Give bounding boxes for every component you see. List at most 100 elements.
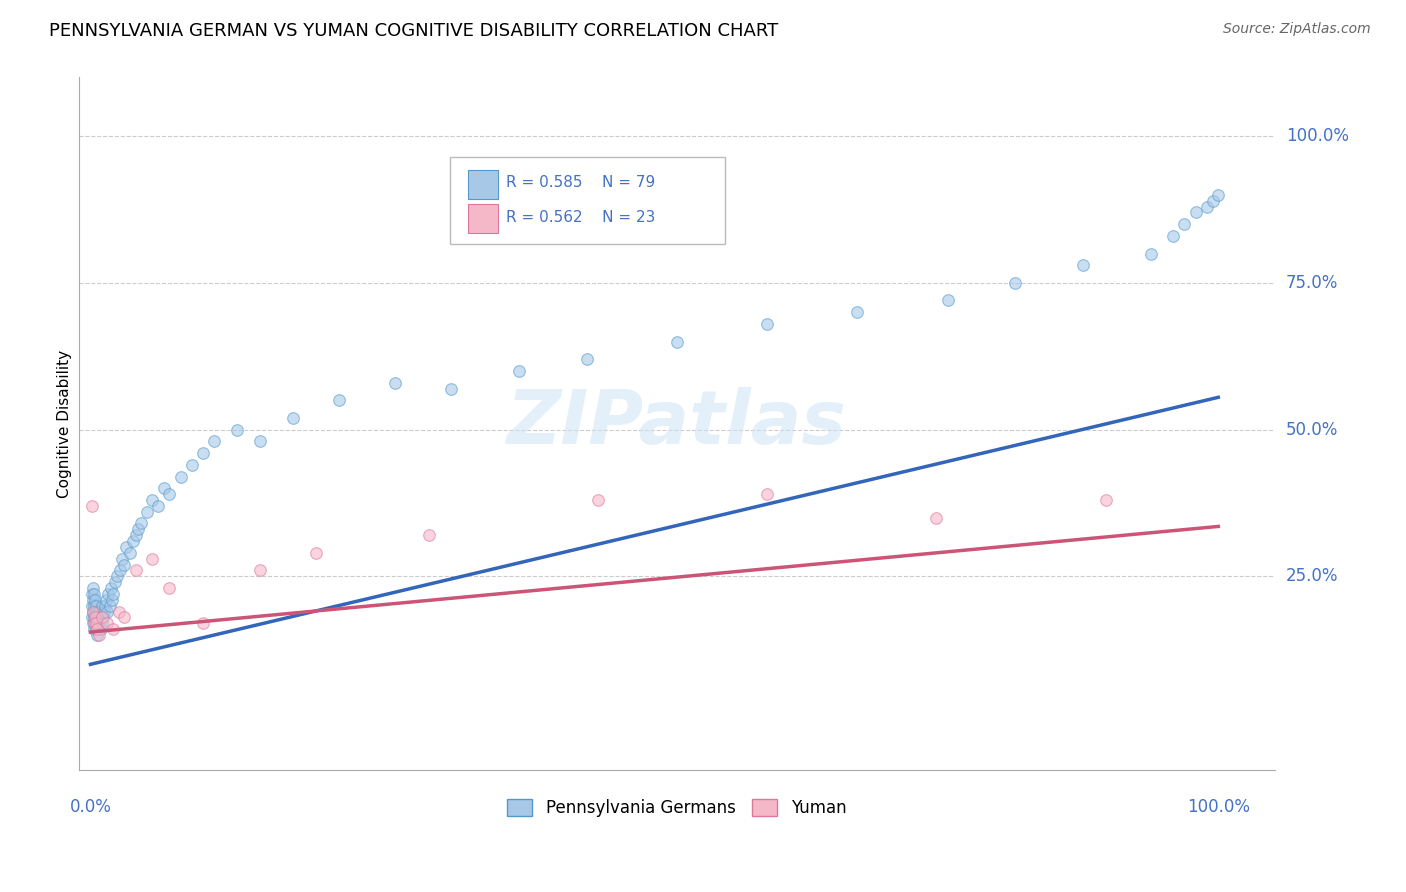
Point [157, 581, 180, 595]
Point [80, 610, 103, 624]
Point [1208, 187, 1230, 202]
Point [104, 575, 127, 590]
Point [87, 610, 110, 624]
Legend: Pennsylvania Germans, Yuman: Pennsylvania Germans, Yuman [501, 792, 853, 824]
Point [96, 616, 118, 631]
Y-axis label: Cognitive Disability: Cognitive Disability [58, 350, 72, 498]
Point [90, 610, 112, 624]
Point [575, 352, 598, 367]
Point [82, 592, 104, 607]
Point [135, 505, 157, 519]
Point [94, 599, 117, 613]
Point [141, 493, 163, 508]
Point [1071, 258, 1094, 272]
Point [89, 616, 111, 631]
Text: 100.0%: 100.0% [1187, 797, 1250, 816]
Point [249, 434, 271, 449]
Point [112, 610, 135, 624]
Point [418, 528, 440, 542]
Point [86, 622, 108, 636]
Point [111, 551, 134, 566]
Point [87, 622, 110, 636]
Point [83, 587, 105, 601]
Point [82, 605, 104, 619]
Point [107, 569, 129, 583]
Point [89, 628, 111, 642]
Point [84, 605, 107, 619]
Point [146, 499, 169, 513]
Point [127, 522, 149, 536]
Text: 100.0%: 100.0% [1286, 128, 1348, 145]
Point [1195, 200, 1218, 214]
Point [84, 622, 107, 636]
Point [180, 458, 202, 472]
Text: ZIPatlas: ZIPatlas [508, 387, 846, 460]
Point [249, 564, 271, 578]
Point [107, 605, 129, 619]
Point [846, 305, 869, 319]
Point [141, 551, 163, 566]
Point [82, 581, 104, 595]
Text: PENNSYLVANIA GERMAN VS YUMAN COGNITIVE DISABILITY CORRELATION CHART: PENNSYLVANIA GERMAN VS YUMAN COGNITIVE D… [49, 22, 779, 40]
Point [83, 599, 105, 613]
Point [1201, 194, 1223, 208]
Point [152, 481, 174, 495]
Point [83, 622, 105, 636]
Point [84, 592, 107, 607]
Point [508, 364, 530, 378]
Point [129, 516, 152, 531]
Point [440, 382, 463, 396]
Point [118, 546, 141, 560]
Text: 25.0%: 25.0% [1286, 567, 1339, 585]
Point [1161, 228, 1184, 243]
Point [305, 546, 328, 560]
Point [97, 587, 120, 601]
Point [86, 628, 108, 642]
Point [1173, 217, 1195, 231]
Text: 50.0%: 50.0% [1286, 421, 1339, 439]
Point [157, 487, 180, 501]
Point [84, 616, 107, 631]
Point [1184, 205, 1206, 219]
Point [756, 487, 779, 501]
Point [84, 610, 107, 624]
Point [665, 334, 688, 349]
Point [193, 616, 215, 631]
Point [90, 616, 112, 631]
Point [84, 616, 107, 631]
Bar [468, 169, 498, 199]
Text: R = 0.562    N = 23: R = 0.562 N = 23 [506, 210, 655, 225]
Point [90, 610, 112, 624]
Point [193, 446, 215, 460]
Point [122, 534, 145, 549]
Point [1139, 246, 1161, 260]
Point [204, 434, 226, 449]
Point [169, 469, 191, 483]
Point [89, 605, 111, 619]
Point [101, 587, 124, 601]
Point [283, 410, 305, 425]
Point [93, 605, 115, 619]
Point [84, 610, 107, 624]
Point [108, 564, 131, 578]
Point [98, 599, 121, 613]
Point [80, 499, 103, 513]
Point [86, 616, 108, 631]
Text: 75.0%: 75.0% [1286, 274, 1339, 292]
Text: R = 0.585    N = 79: R = 0.585 N = 79 [506, 175, 655, 190]
Point [328, 393, 350, 408]
Point [124, 564, 146, 578]
Point [101, 622, 124, 636]
Point [86, 605, 108, 619]
Point [115, 540, 138, 554]
Text: Source: ZipAtlas.com: Source: ZipAtlas.com [1223, 22, 1371, 37]
Point [82, 616, 104, 631]
Point [83, 616, 105, 631]
Point [84, 599, 107, 613]
Point [91, 610, 114, 624]
Point [80, 587, 103, 601]
FancyBboxPatch shape [450, 157, 724, 244]
Point [82, 605, 104, 619]
Point [226, 423, 249, 437]
Point [83, 610, 105, 624]
